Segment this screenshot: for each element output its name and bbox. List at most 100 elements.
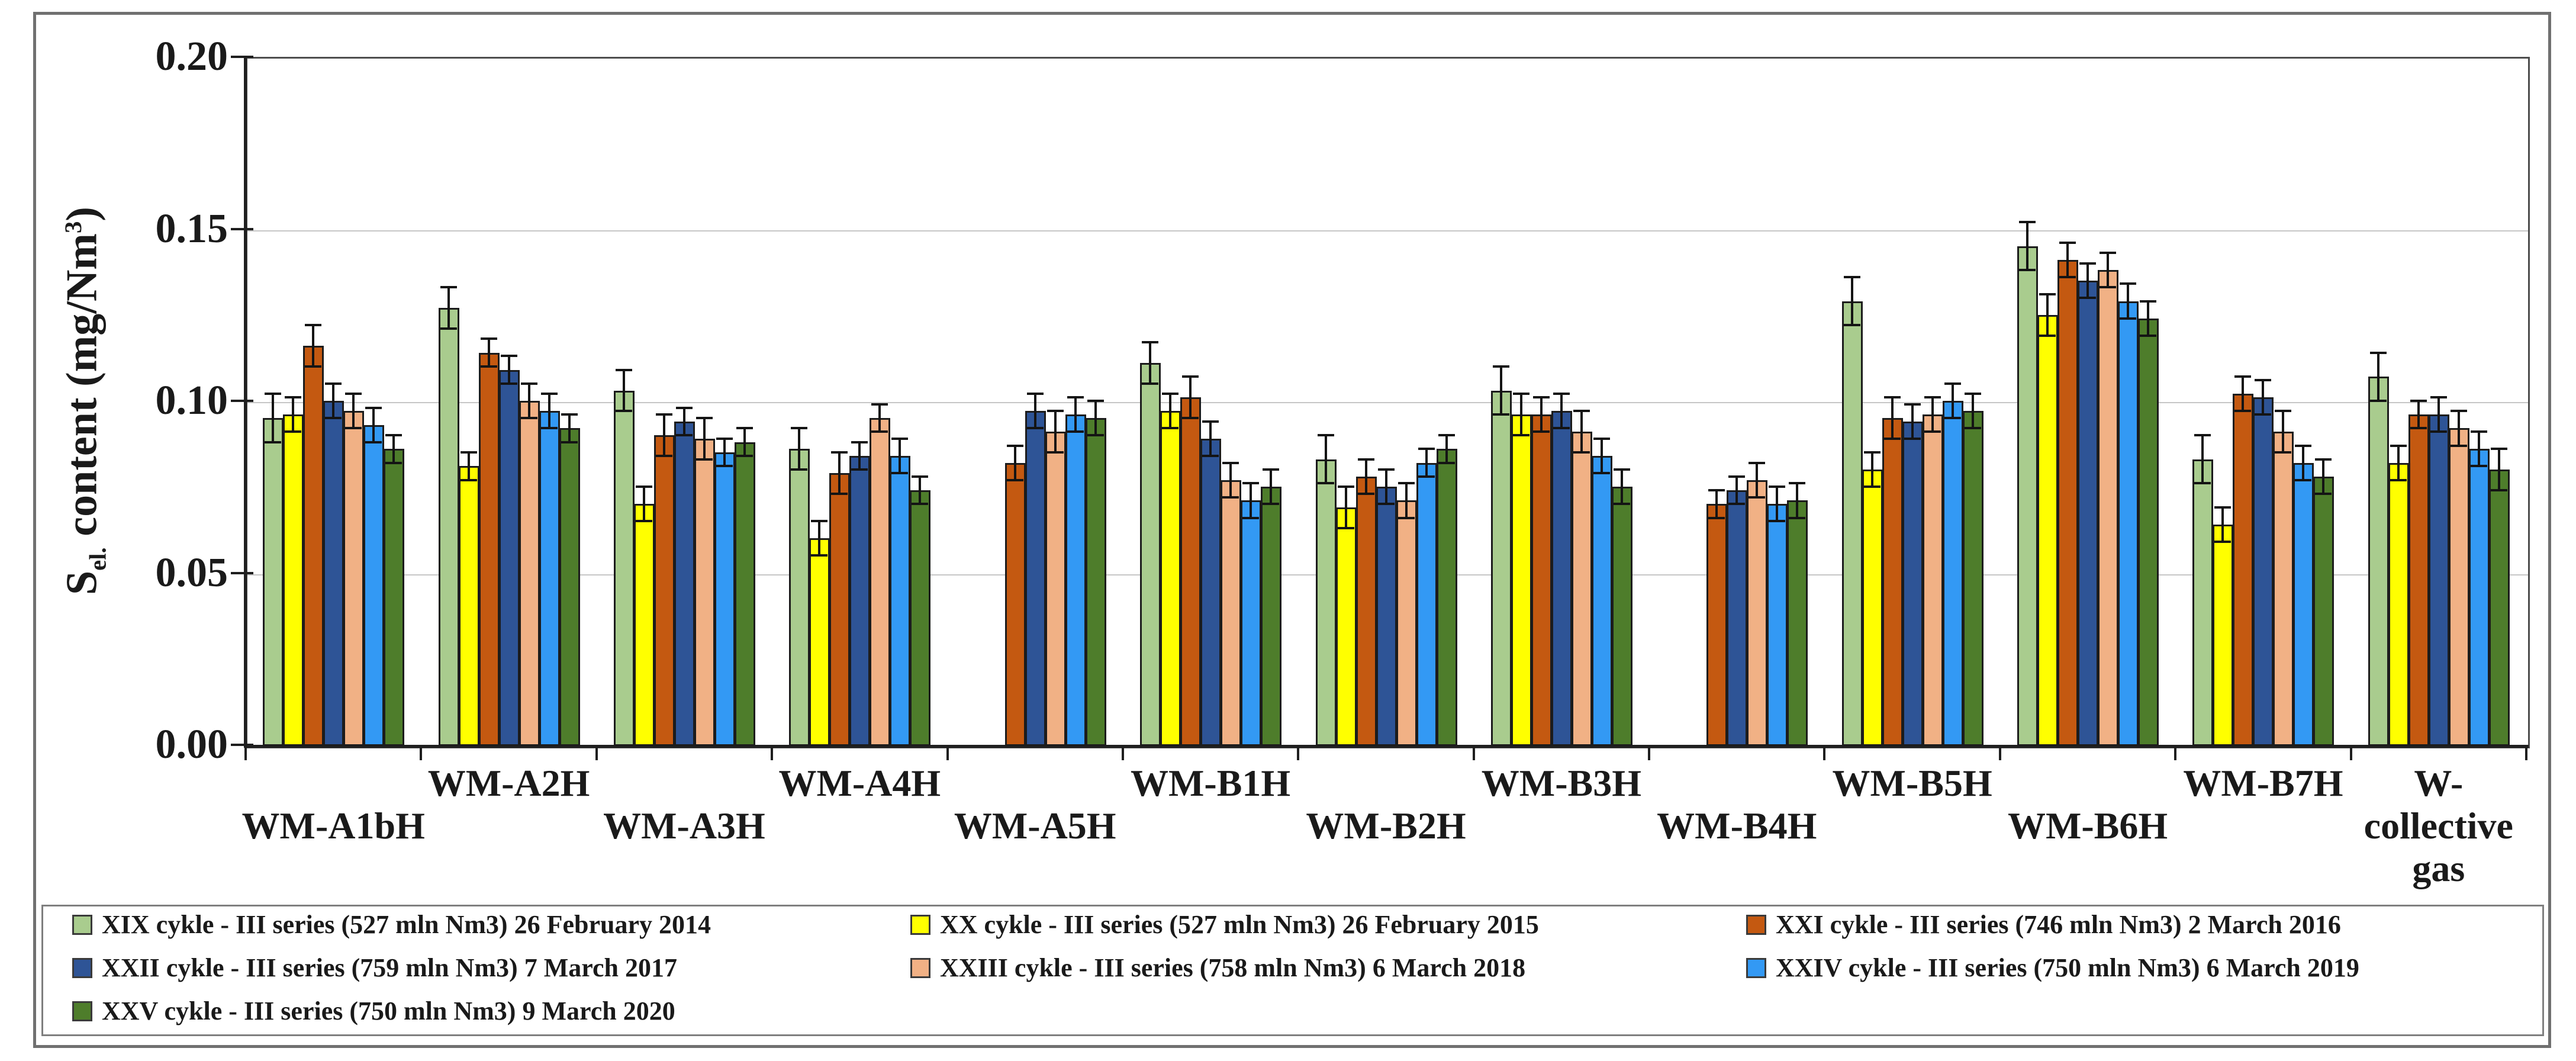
error-bar-cap-bottom — [1708, 516, 1725, 519]
bar — [539, 411, 560, 746]
bar — [1591, 455, 1612, 746]
error-bar-cap-bottom — [385, 461, 402, 464]
error-bar-cap-top — [2019, 220, 2036, 223]
error-bar-cap-bottom — [265, 441, 282, 443]
error-bar-cap-bottom — [1944, 417, 1961, 420]
bar — [789, 449, 810, 746]
error-bar-cap-bottom — [1222, 496, 1239, 499]
error-bar-cap-top — [1553, 393, 1570, 396]
bar — [2293, 462, 2314, 746]
error-bar-line — [743, 428, 746, 456]
error-bar-cap-bottom — [2430, 430, 2447, 433]
bar — [559, 428, 580, 746]
error-bar-cap-top — [2450, 410, 2467, 413]
x-category-label: WM-A3H — [603, 805, 765, 847]
error-bar-cap-top — [1337, 486, 1354, 488]
error-bar-line — [2377, 352, 2379, 401]
error-bar-cap-bottom — [285, 430, 302, 433]
x-tick-mark — [1998, 745, 2001, 760]
error-bar-line — [2497, 449, 2500, 491]
error-bar-line — [1344, 487, 1347, 528]
error-bar-line — [858, 442, 861, 470]
x-tick-mark — [1648, 745, 1651, 760]
error-bar-cap-top — [520, 382, 537, 385]
error-bar-line — [2046, 294, 2049, 336]
error-bar-cap-bottom — [520, 417, 537, 420]
bar — [2017, 246, 2039, 746]
error-bar-line — [2026, 221, 2029, 271]
error-bar-cap-bottom — [2410, 427, 2427, 430]
error-bar-line — [1891, 397, 1894, 439]
error-bar-cap-top — [1749, 461, 1766, 464]
error-bar-line — [642, 487, 645, 522]
error-bar-line — [1580, 411, 1583, 453]
error-bar-line — [1735, 476, 1738, 504]
error-bar-line — [292, 397, 295, 432]
bar — [2098, 270, 2119, 746]
error-bar-cap-bottom — [1162, 427, 1179, 430]
bar — [2428, 414, 2449, 746]
bar — [1315, 459, 1337, 746]
error-bar-cap-bottom — [2295, 478, 2312, 481]
error-bar-cap-bottom — [305, 365, 322, 368]
legend-label: XXII cykle - III series (759 mln Nm3) 7 … — [102, 953, 677, 982]
x-category-label: WM-B4H — [1657, 805, 1817, 847]
bar — [2213, 525, 2234, 746]
y-tick-mark — [231, 571, 253, 574]
x-category-label: WM-B1H — [1131, 762, 1291, 804]
bar — [1571, 432, 1592, 746]
bar — [343, 411, 365, 746]
error-bar-line — [1870, 452, 1873, 487]
error-bar-line — [332, 383, 335, 419]
legend-label: XX cykle - III series (527 mln Nm3) 26 F… — [940, 910, 1539, 939]
error-bar-cap-bottom — [891, 472, 909, 474]
bar — [2408, 414, 2429, 746]
error-bar-line — [1931, 397, 1934, 432]
error-bar-line — [2417, 401, 2420, 429]
bar — [1004, 462, 1026, 746]
bar — [1025, 411, 1046, 746]
bar — [1962, 411, 1983, 746]
legend-swatch — [72, 915, 92, 935]
error-bar-line — [1445, 435, 1448, 463]
error-bar-cap-top — [2470, 430, 2487, 433]
bar — [1531, 414, 1552, 746]
error-bar-line — [2221, 507, 2224, 542]
error-bar-cap-top — [1944, 382, 1961, 385]
error-bar-cap-bottom — [615, 410, 632, 413]
error-bar-line — [527, 383, 530, 419]
y-tick-mark — [231, 56, 253, 58]
bar — [2233, 394, 2254, 746]
legend-label: XIX cykle - III series (527 mln Nm3) 26 … — [102, 910, 711, 939]
error-bar-line — [1189, 377, 1192, 419]
error-bar-line — [1519, 394, 1522, 436]
error-bar-cap-bottom — [912, 503, 929, 506]
legend-swatch — [1746, 958, 1766, 978]
error-bar-cap-top — [305, 324, 322, 327]
error-bar-cap-bottom — [655, 454, 672, 457]
x-category-label: WM-B2H — [1306, 805, 1466, 847]
error-bar-cap-bottom — [1593, 472, 1610, 474]
error-bar-cap-top — [1904, 403, 1921, 406]
bar — [1511, 414, 1532, 746]
error-bar-cap-bottom — [1789, 516, 1806, 519]
bar — [1045, 432, 1066, 746]
error-bar-line — [2107, 253, 2110, 288]
x-category-label: WM-A4H — [778, 762, 941, 804]
error-bar-line — [1911, 404, 1914, 439]
error-bar-cap-top — [912, 475, 929, 478]
bar — [323, 401, 344, 746]
error-bar-cap-top — [1222, 461, 1239, 464]
error-bar-line — [1776, 487, 1779, 522]
bar — [809, 538, 830, 746]
error-bar-cap-bottom — [1263, 503, 1280, 506]
bar — [2253, 397, 2274, 746]
error-bar-cap-top — [716, 437, 733, 440]
error-bar-cap-top — [1512, 393, 1530, 396]
bar — [1085, 418, 1106, 746]
bar — [2273, 432, 2294, 746]
error-bar-cap-bottom — [1924, 430, 1941, 433]
error-bar-line — [312, 325, 315, 366]
error-bar-line — [2397, 445, 2400, 480]
error-bar-cap-top — [1357, 458, 1374, 461]
